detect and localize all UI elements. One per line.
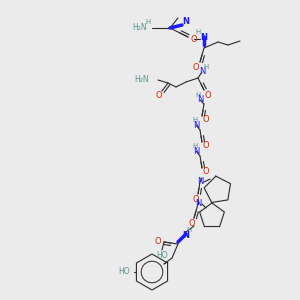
Text: N: N [197, 95, 203, 104]
Text: H: H [192, 143, 198, 149]
Text: O: O [193, 64, 199, 73]
Text: N: N [193, 146, 199, 155]
Text: O: O [189, 220, 195, 229]
Text: N: N [199, 68, 205, 76]
Text: O: O [203, 167, 209, 176]
Text: O: O [193, 194, 199, 203]
Text: H₂N: H₂N [134, 76, 149, 85]
Text: O: O [205, 91, 211, 100]
Text: HO: HO [156, 250, 168, 260]
Text: O: O [203, 116, 209, 124]
Text: HO: HO [118, 268, 130, 277]
Text: O: O [156, 92, 162, 100]
Text: H: H [195, 92, 201, 98]
Text: O: O [155, 238, 161, 247]
Text: H₂N: H₂N [133, 23, 147, 32]
Text: N: N [182, 17, 190, 26]
Text: O: O [191, 35, 197, 44]
Text: H: H [192, 117, 198, 123]
Text: H: H [186, 227, 192, 233]
Text: H: H [195, 29, 201, 35]
Text: H: H [203, 64, 208, 70]
Text: N: N [195, 200, 201, 208]
Text: N: N [193, 121, 199, 130]
Text: N: N [200, 32, 208, 41]
Text: O: O [203, 142, 209, 151]
Text: N: N [182, 232, 190, 241]
Text: N: N [197, 178, 203, 187]
Text: H: H [146, 19, 151, 25]
